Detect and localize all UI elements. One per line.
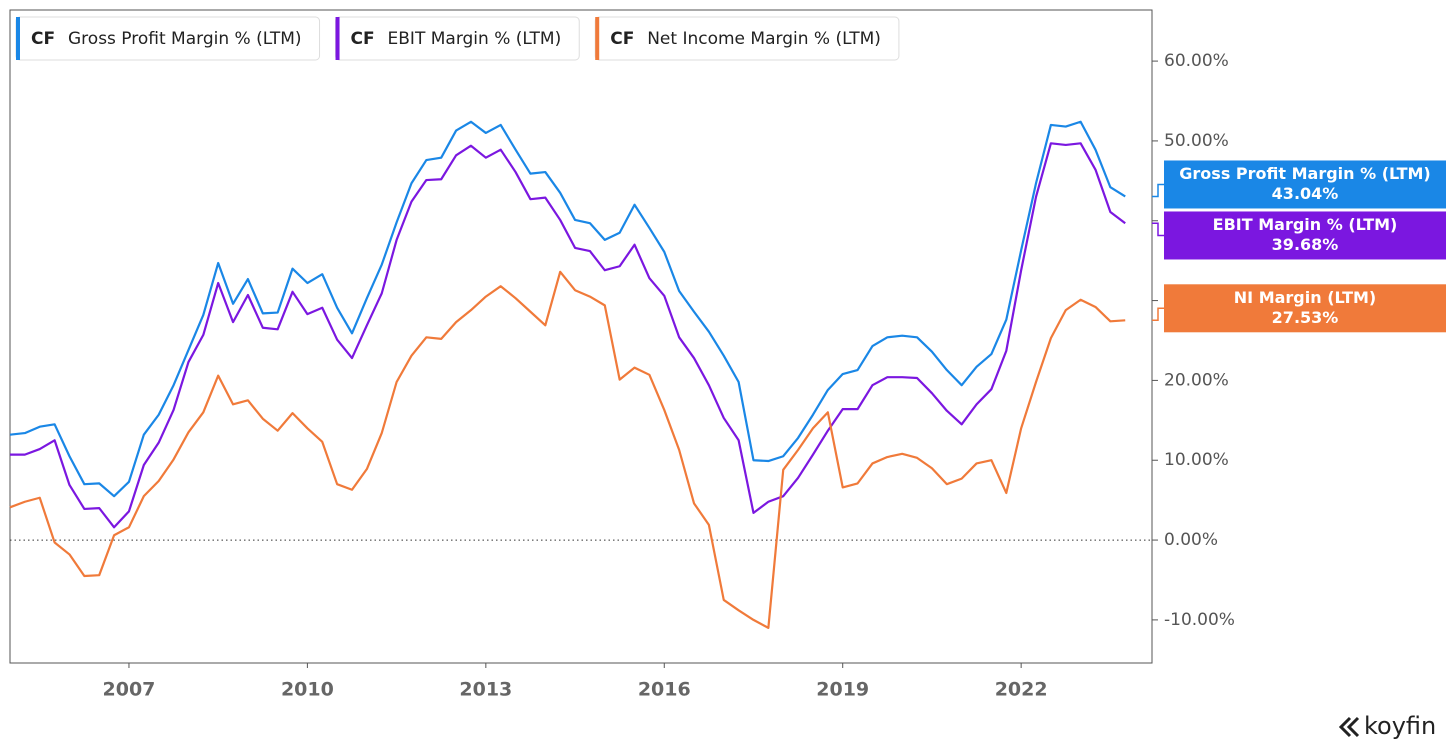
- tag-connector: [1152, 222, 1164, 237]
- x-tick-label: 2019: [816, 679, 869, 701]
- brand-name: koyfin: [1364, 712, 1436, 740]
- brand: koyfin: [1338, 712, 1436, 740]
- legend-label: EBIT Margin % (LTM): [388, 29, 562, 49]
- series-line: [10, 142, 1126, 529]
- end-tag: [1164, 211, 1446, 260]
- legend-ticker: CF: [610, 29, 634, 49]
- x-tick-label: 2013: [459, 679, 512, 701]
- series-line: [9, 270, 1126, 629]
- legend-item: CF Net Income Margin % (LTM): [594, 16, 900, 61]
- end-tag: [1164, 160, 1446, 209]
- y-tick-label: 20.00%: [1164, 370, 1229, 390]
- x-tick-label: 2022: [995, 679, 1048, 701]
- end-tag: [1164, 284, 1446, 333]
- end-tag-value: 27.53%: [1272, 308, 1339, 327]
- legend-label: Net Income Margin % (LTM): [647, 29, 881, 49]
- y-tick-label: 60.00%: [1164, 51, 1229, 71]
- legend-swatch: [16, 17, 20, 60]
- legend-item: CF Gross Profit Margin % (LTM): [15, 16, 321, 61]
- tag-connector: [1152, 183, 1164, 198]
- end-tag-value: 39.68%: [1272, 235, 1339, 254]
- x-tick-label: 2010: [281, 679, 334, 701]
- y-tick-label: 0.00%: [1164, 530, 1218, 550]
- end-tag-name: EBIT Margin % (LTM): [1213, 215, 1398, 234]
- legend-ticker: CF: [351, 29, 375, 49]
- y-tick-label: 50.00%: [1164, 131, 1229, 151]
- tag-connector: [1152, 307, 1164, 322]
- legend-ticker: CF: [31, 29, 55, 49]
- plot-frame: [9, 9, 1153, 664]
- end-tag-value: 43.04%: [1272, 184, 1339, 203]
- y-tick-label: 10.00%: [1164, 450, 1229, 470]
- legend-swatch: [335, 17, 340, 60]
- legend-item: CF EBIT Margin % (LTM): [335, 16, 580, 61]
- x-tick-label: 2016: [638, 679, 691, 701]
- end-tag-name: NI Margin (LTM): [1234, 288, 1376, 307]
- x-tick-label: 2007: [103, 679, 156, 701]
- y-tick-label: -10.00%: [1164, 610, 1235, 630]
- series-line: [9, 120, 1126, 498]
- legend-label: Gross Profit Margin % (LTM): [68, 29, 302, 49]
- end-tag-name: Gross Profit Margin % (LTM): [1179, 164, 1430, 183]
- legend-swatch: [595, 17, 600, 60]
- brand-logo: [1338, 716, 1360, 738]
